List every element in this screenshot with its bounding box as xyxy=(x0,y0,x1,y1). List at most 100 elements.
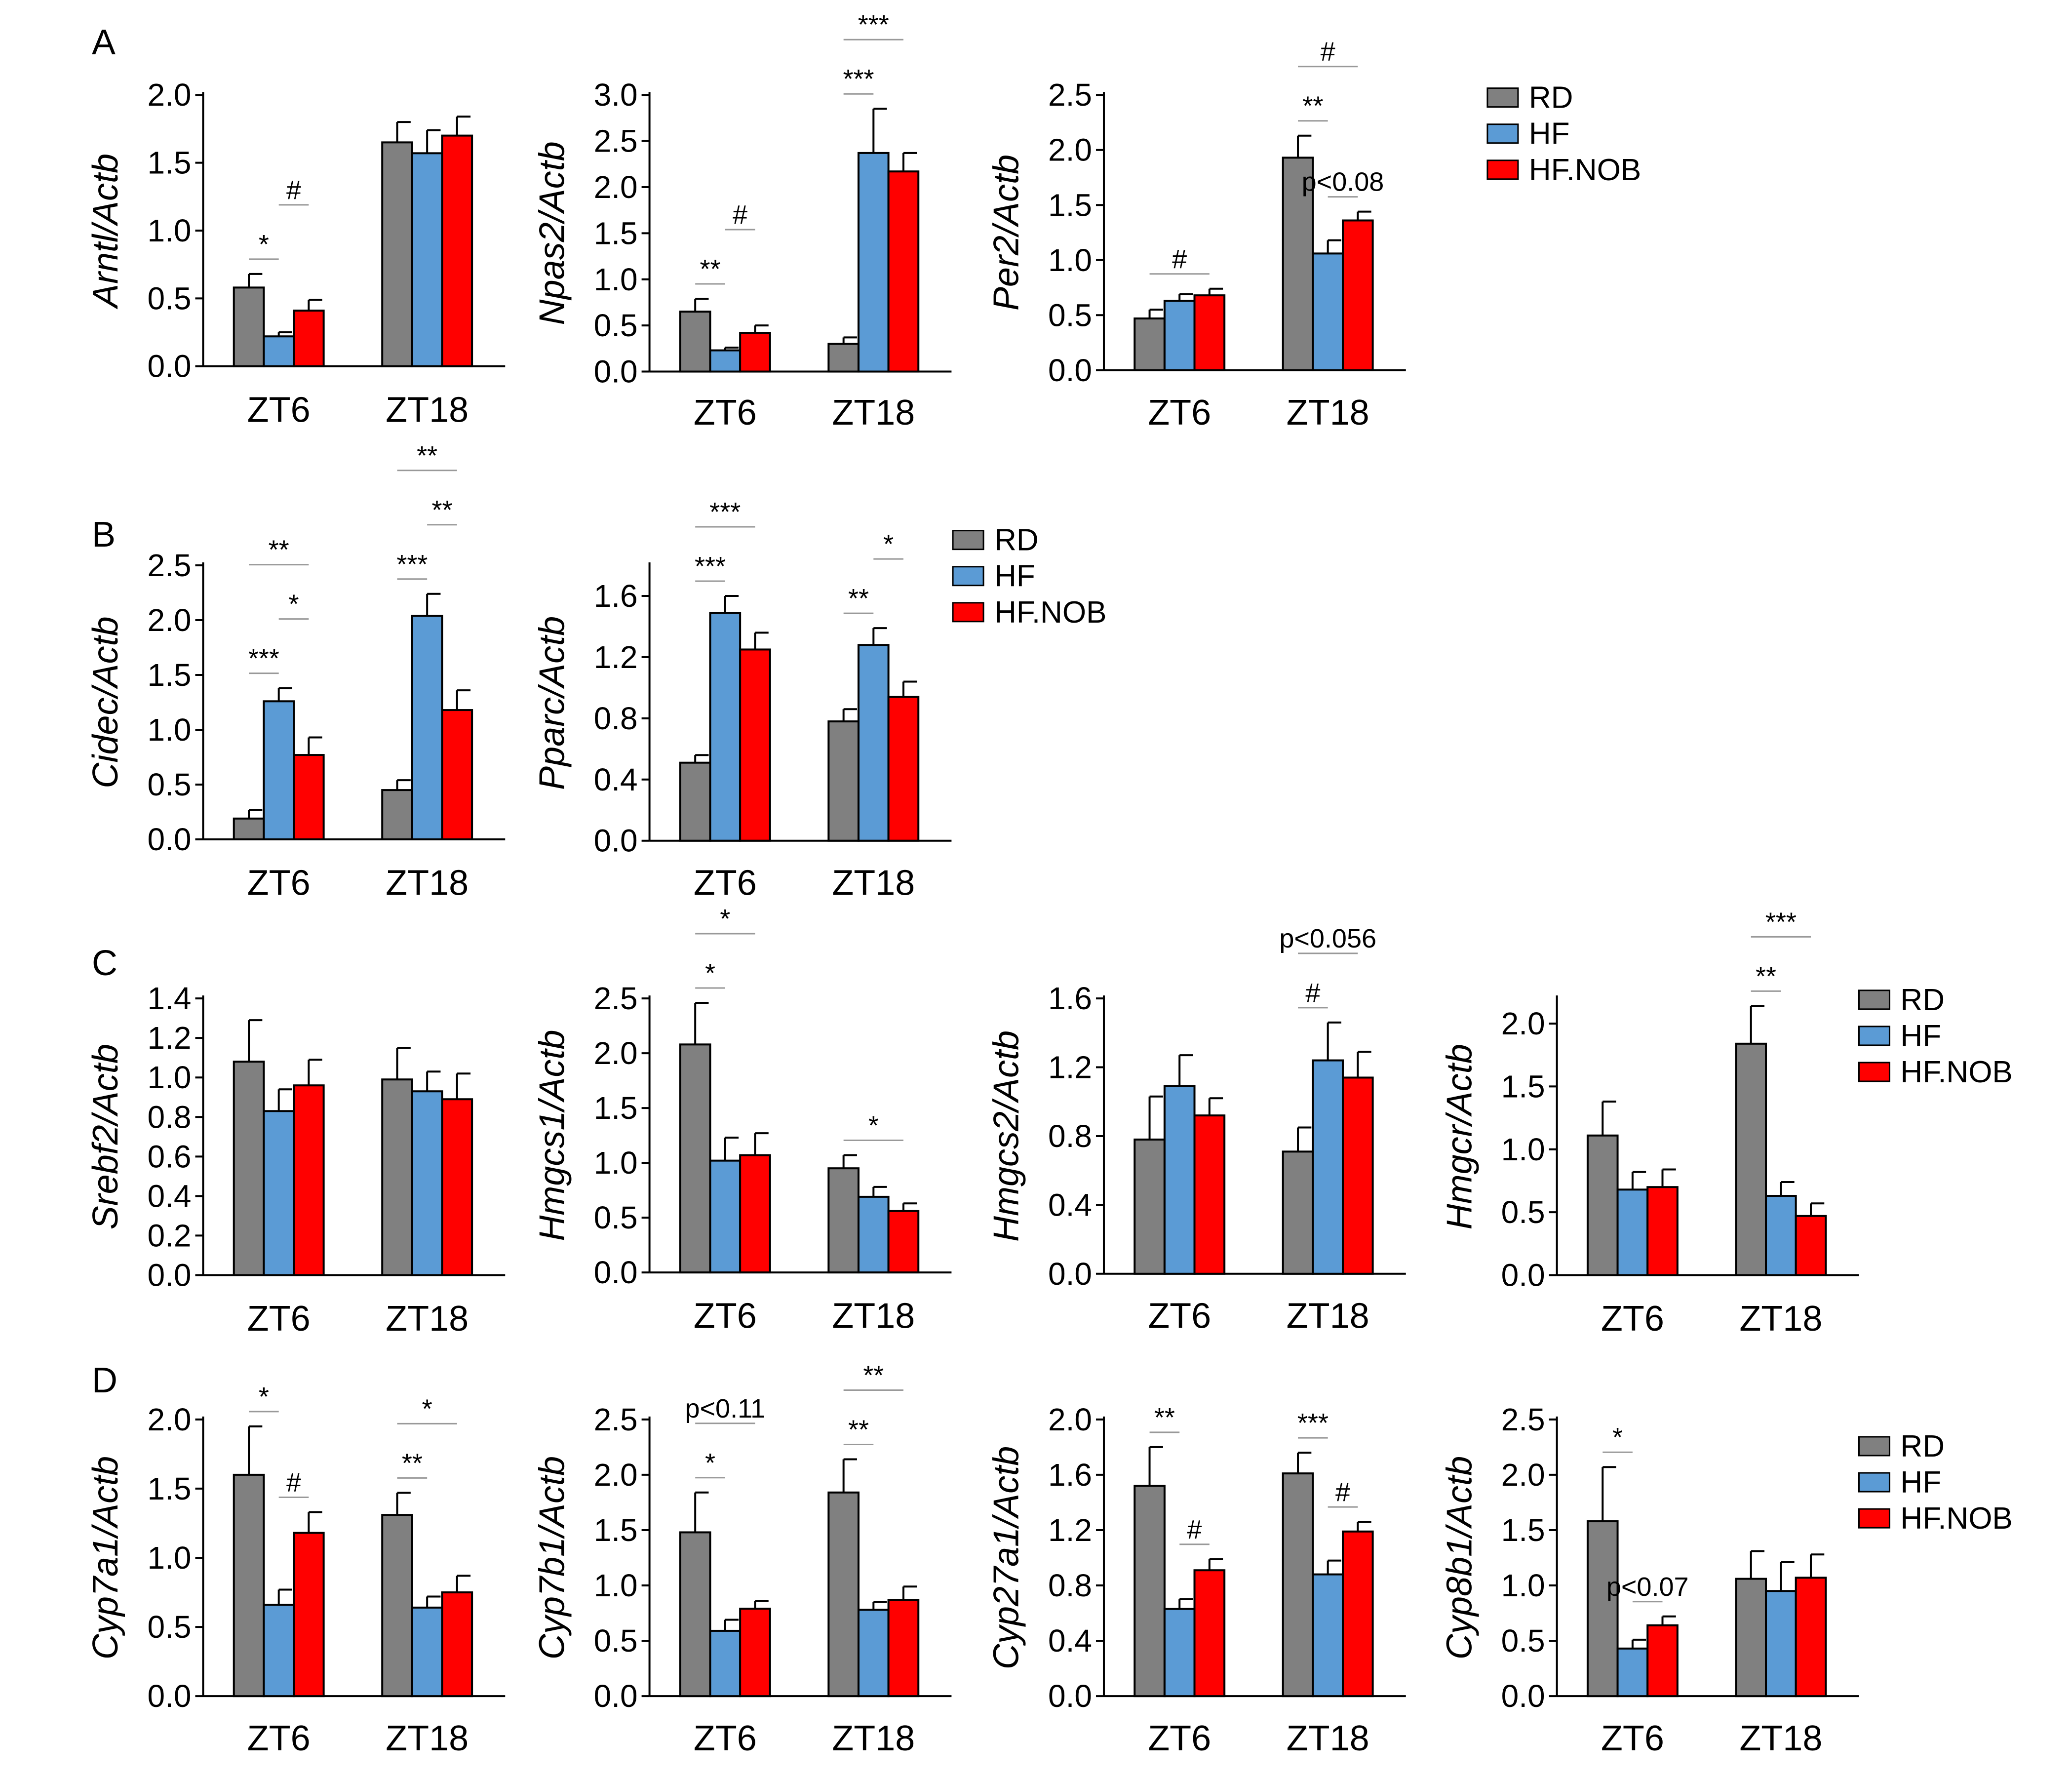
y-tick-label: 1.0 xyxy=(147,712,191,748)
bar-hf xyxy=(857,644,890,842)
bar-hf xyxy=(709,1159,742,1274)
significance-label: * xyxy=(422,1394,432,1423)
significance-label: # xyxy=(1335,1477,1350,1507)
x-category-label: ZT6 xyxy=(247,864,311,903)
y-tick-label: 2.5 xyxy=(147,548,191,583)
significance-label: # xyxy=(286,175,301,205)
y-tick-label: 0.0 xyxy=(147,1678,191,1714)
significance-label: *** xyxy=(396,550,428,579)
bar-hf-nob xyxy=(887,170,920,373)
y-tick-label: 2.0 xyxy=(594,169,638,205)
y-tick-label: 0.0 xyxy=(1048,1256,1092,1292)
bar-hf-nob xyxy=(1341,219,1374,371)
significance-label: ** xyxy=(848,1415,869,1445)
y-tick-label: 1.6 xyxy=(594,578,638,614)
bar-rd xyxy=(1134,1485,1166,1698)
y-tick-label: 2.0 xyxy=(1048,1402,1092,1437)
y-tick-label: 0.5 xyxy=(147,1609,191,1645)
panel-letter-c: C xyxy=(92,944,117,983)
bar-rd xyxy=(827,1491,860,1698)
y-tick-label: 0.0 xyxy=(1501,1257,1545,1293)
bar-hf xyxy=(1163,300,1196,371)
bar-hf-nob xyxy=(1193,1114,1226,1275)
significance-label: # xyxy=(733,200,747,230)
y-tick-label: 1.5 xyxy=(147,657,191,693)
bar-hf xyxy=(1312,1573,1344,1698)
x-category-label: ZT6 xyxy=(247,1719,311,1758)
significance-label: p<0.08 xyxy=(1302,167,1384,197)
y-tick-label: 1.5 xyxy=(1501,1512,1545,1548)
bar-rd xyxy=(1134,317,1166,371)
bar-rd xyxy=(381,1078,413,1276)
bar-rd xyxy=(1134,1138,1166,1275)
significance-label: ** xyxy=(863,1361,884,1390)
legend-swatch xyxy=(952,530,984,551)
y-tick-label: 1.2 xyxy=(1048,1050,1092,1085)
chart-5: 0.0 0.2 0.4 0.6 0.8 1.0 1.2 1.4 ZT6 ZT18 Srebf2/Ac… xyxy=(86,981,506,1339)
panel-letter-b: B xyxy=(92,515,116,554)
significance-label: p<0.11 xyxy=(685,1394,765,1423)
legend-swatch xyxy=(1858,1436,1890,1457)
y-tick-label: 0.5 xyxy=(1501,1194,1545,1230)
bar-hf-nob xyxy=(292,1084,325,1276)
significance-label: ** xyxy=(417,441,437,471)
x-category-label: ZT6 xyxy=(694,393,757,433)
significance-label: # xyxy=(286,1468,301,1498)
x-category-label: ZT18 xyxy=(832,1719,915,1758)
bar-hf xyxy=(263,1604,295,1698)
bar-rd xyxy=(827,343,860,373)
y-tick-label: 0.0 xyxy=(594,354,638,390)
legend-label: HF xyxy=(994,559,1035,593)
y-axis-label: Npas2/Actb xyxy=(532,141,572,325)
bar-hf xyxy=(709,612,742,842)
bar-hf-nob xyxy=(1341,1530,1374,1698)
significance-label: * xyxy=(720,904,730,934)
legend-label: HF.NOB xyxy=(1900,1501,2012,1536)
bar-hf-nob xyxy=(292,1532,325,1698)
y-tick-label: 0.5 xyxy=(594,1200,638,1235)
bar-hf xyxy=(1616,1188,1649,1276)
y-tick-label: 1.5 xyxy=(147,145,191,181)
x-category-label: ZT6 xyxy=(1148,1297,1211,1336)
y-axis-label: Per2/Actb xyxy=(987,155,1026,311)
y-tick-label: 0.5 xyxy=(1048,297,1092,333)
x-category-label: ZT18 xyxy=(1287,1719,1369,1758)
bar-hf xyxy=(411,1090,443,1276)
y-tick-label: 0.4 xyxy=(1048,1623,1092,1659)
x-category-label: ZT6 xyxy=(694,1719,757,1758)
y-tick-label: 2.0 xyxy=(1048,132,1092,168)
x-category-label: ZT18 xyxy=(386,390,469,430)
bar-hf-nob xyxy=(739,648,771,842)
legend-swatch xyxy=(1858,1026,1890,1046)
significance-label: * xyxy=(883,529,894,559)
significance-label: * xyxy=(705,1448,715,1478)
bar-hf xyxy=(709,349,742,373)
x-category-label: ZT18 xyxy=(1287,393,1369,433)
significance-label: ** xyxy=(700,254,720,284)
bar-rd xyxy=(233,1473,265,1698)
x-category-label: ZT6 xyxy=(1601,1719,1664,1758)
y-tick-label: 1.0 xyxy=(1501,1568,1545,1603)
y-axis-label: Cyp7b1/Actb xyxy=(532,1456,572,1659)
y-tick-label: 0.0 xyxy=(594,1678,638,1714)
legend-label: RD xyxy=(1900,983,1945,1017)
x-category-label: ZT18 xyxy=(386,864,469,903)
x-category-label: ZT6 xyxy=(1148,393,1211,433)
bar-hf-nob xyxy=(739,332,771,373)
chart-7: 0.0 0.4 0.8 1.2 1.6 ZT6 ZT18 Hmgcs2/Actb # p<0.05… xyxy=(987,924,1406,1336)
bar-hf-nob xyxy=(1193,294,1226,371)
y-tick-label: 1.6 xyxy=(1048,981,1092,1016)
x-category-label: ZT6 xyxy=(247,1299,311,1339)
y-tick-label: 3.0 xyxy=(594,77,638,113)
bar-hf xyxy=(1616,1647,1649,1698)
y-tick-label: 0.8 xyxy=(594,701,638,736)
y-tick-label: 0.5 xyxy=(147,767,191,802)
bar-hf xyxy=(411,615,443,840)
x-category-label: ZT6 xyxy=(247,390,311,430)
significance-label: ** xyxy=(1154,1403,1175,1432)
bar-hf-nob xyxy=(292,754,325,840)
